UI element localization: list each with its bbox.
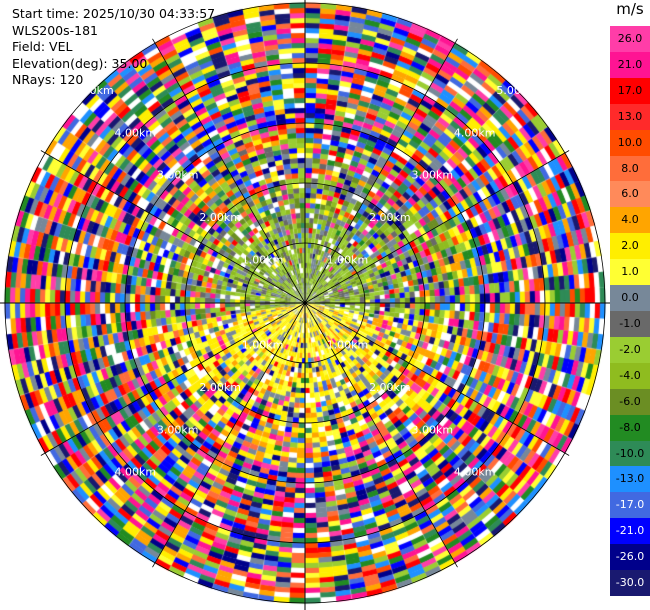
range-ring-label: 4.00km — [454, 466, 496, 479]
colorbar-unit: m/s — [616, 0, 644, 18]
range-ring-label: 2.00km — [369, 211, 411, 224]
colorbar-tick-label: -2.0 — [619, 342, 641, 356]
range-ring-label: 2.00km — [369, 381, 411, 394]
colorbar-tick-label: 21.0 — [617, 57, 643, 71]
azimuth-spoke — [40, 150, 306, 304]
colorbar-swatch — [610, 466, 650, 493]
colorbar-tick-label: 26.0 — [617, 31, 643, 45]
range-ring-label: 5.00km — [72, 84, 114, 97]
colorbar-tick-label: 1.0 — [621, 265, 639, 279]
colorbar-swatch — [610, 285, 650, 312]
colorbar-tick-label: -6.0 — [619, 394, 641, 408]
ppi-range-rings-overlay: 1.00km 1.00km 1.00km 1.00km 2.00km 2.00km 2.00… — [0, 0, 610, 610]
colorbar-tick-label: -4.0 — [619, 368, 641, 382]
azimuth-spoke — [40, 302, 306, 456]
colorbar-swatch — [610, 311, 650, 338]
colorbar-swatch — [610, 388, 650, 416]
colorbar-swatch — [610, 414, 650, 442]
colorbar-tick-label: -21.0 — [615, 524, 645, 538]
colorbar-tick-label: -26.0 — [615, 550, 645, 564]
azimuth-spoke — [152, 38, 306, 304]
azimuth-spoke — [304, 302, 570, 456]
colorbar-swatch — [610, 492, 650, 519]
colorbar-swatch — [610, 26, 650, 53]
range-ring-label: 2.00km — [199, 211, 241, 224]
colorbar-swatch — [610, 518, 650, 545]
range-ring-label: 4.00km — [115, 126, 157, 139]
colorbar-tick-label: 8.0 — [621, 161, 639, 175]
colorbar-tick-label: 0.0 — [621, 291, 639, 305]
elevation-text: Elevation(deg): 35.00 — [12, 55, 148, 71]
range-ring-label: 3.00km — [157, 169, 199, 182]
colorbar-tick-label: 2.0 — [621, 239, 639, 253]
range-ring-label: 3.00km — [411, 423, 453, 436]
range-ring-label: 3.00km — [411, 169, 453, 182]
azimuth-spoke — [304, 150, 570, 304]
colorbar-swatch — [610, 570, 650, 597]
range-ring-label: 1.00km — [242, 254, 284, 267]
colorbar-swatch — [610, 259, 650, 286]
colorbar-tick-label: -1.0 — [619, 316, 641, 330]
colorbar-swatch — [610, 181, 650, 208]
colorbar-swatch — [610, 103, 650, 131]
colorbar-tick-label: -8.0 — [619, 420, 641, 434]
colorbar-swatch — [610, 129, 650, 157]
range-ring-label: 4.00km — [454, 126, 496, 139]
colorbar-tick-label: -10.0 — [615, 446, 645, 460]
range-ring-label: 1.00km — [242, 338, 284, 351]
colorbar-tick-label: -13.0 — [615, 472, 645, 486]
range-ring-label: 2.00km — [199, 381, 241, 394]
nrays-text: NRays: 120 — [12, 72, 84, 88]
colorbar-swatch — [610, 440, 650, 467]
azimuth-spoke — [152, 302, 306, 568]
colorbar-swatch — [610, 336, 650, 364]
range-ring-label: 5.00km — [496, 84, 538, 97]
instrument-text: WLS200s-181 — [12, 22, 98, 38]
colorbar-swatch — [610, 362, 650, 390]
colorbar-tick-label: 13.0 — [617, 109, 643, 123]
field-text: Field: VEL — [12, 39, 73, 55]
colorbar-swatch — [610, 544, 650, 571]
colorbar-swatch — [610, 207, 650, 234]
azimuth-spoke — [304, 38, 458, 304]
colorbar-tick-label: 6.0 — [621, 187, 639, 201]
azimuth-spoke — [304, 302, 458, 568]
colorbar-tick-label: -30.0 — [615, 576, 645, 590]
colorbar-swatch — [610, 155, 650, 182]
colorbar-swatch — [610, 51, 650, 79]
range-ring-label: 1.00km — [327, 338, 369, 351]
colorbar-tick-label: 4.0 — [621, 213, 639, 227]
colorbar-tick-label: 10.0 — [617, 135, 643, 149]
colorbar-swatch — [610, 233, 650, 260]
colorbar-tick-label: -17.0 — [615, 498, 645, 512]
range-ring-label: 4.00km — [115, 466, 157, 479]
range-ring-label: 3.00km — [157, 423, 199, 436]
colorbar-swatch — [610, 77, 650, 105]
range-ring-label: 1.00km — [327, 254, 369, 267]
colorbar-tick-label: 17.0 — [617, 83, 643, 97]
scan-info: Start time: 2025/10/30 04:33:57 WLS200s-… — [12, 6, 215, 89]
start-time-text: Start time: 2025/10/30 04:33:57 — [12, 6, 216, 21]
